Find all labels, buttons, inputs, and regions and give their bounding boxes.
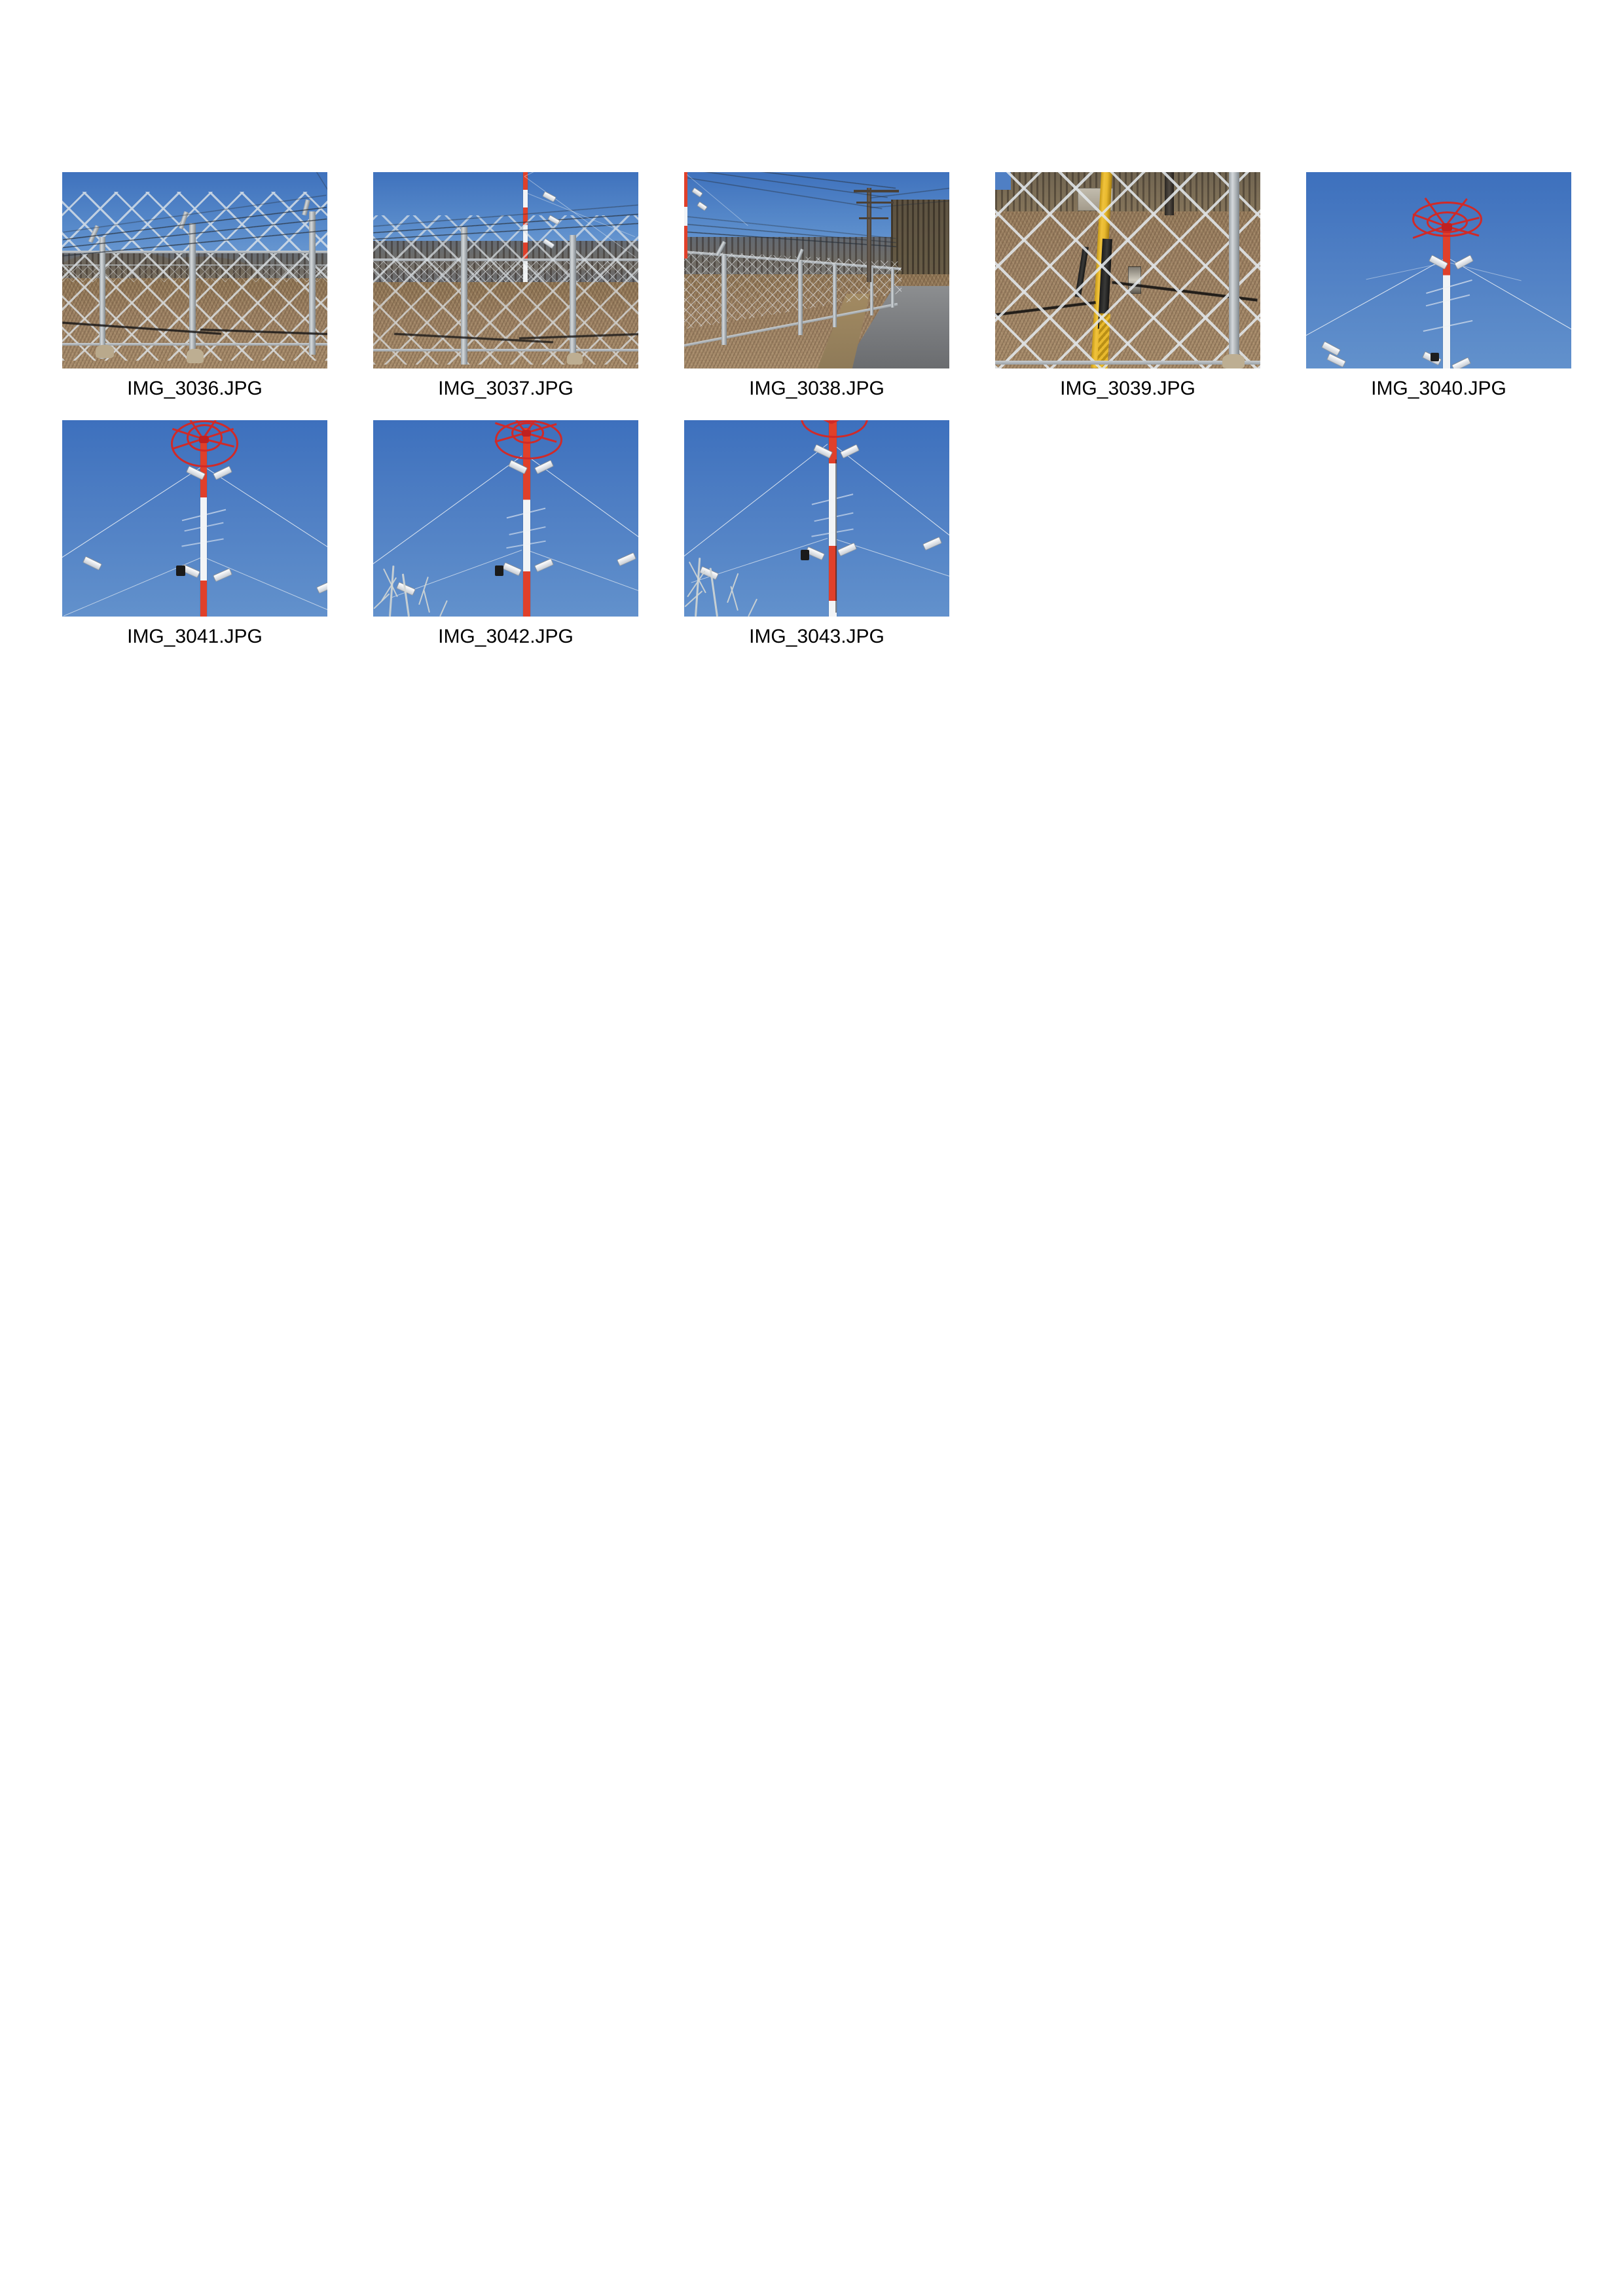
- thumbnail-cell-img-3038[interactable]: IMG_3038.JPG: [684, 172, 949, 399]
- thumbnail-caption: IMG_3038.JPG: [749, 378, 884, 399]
- photo-img-3038[interactable]: [684, 172, 949, 368]
- thumbnail-caption: IMG_3042.JPG: [438, 626, 574, 647]
- thumbnail-grid: IMG_3036.JPG: [62, 172, 1571, 668]
- photo-img-3036[interactable]: [62, 172, 327, 368]
- thumbnail-cell-img-3041[interactable]: IMG_3041.JPG: [62, 420, 327, 647]
- thumbnail-cell-img-3043[interactable]: IMG_3043.JPG: [684, 420, 949, 647]
- photo-img-3039[interactable]: [995, 172, 1260, 368]
- thumbnail-caption: IMG_3040.JPG: [1371, 378, 1506, 399]
- thumbnail-caption: IMG_3036.JPG: [127, 378, 263, 399]
- thumbnail-cell-img-3037[interactable]: IMG_3037.JPG: [373, 172, 638, 399]
- photo-img-3037[interactable]: [373, 172, 638, 368]
- thumbnail-caption: IMG_3039.JPG: [1060, 378, 1195, 399]
- thumbnail-cell-empty-1: [995, 420, 1256, 647]
- thumbnail-caption: IMG_3041.JPG: [127, 626, 263, 647]
- photo-img-3042[interactable]: [373, 420, 638, 617]
- thumbnail-cell-img-3039[interactable]: IMG_3039.JPG: [995, 172, 1260, 399]
- thumbnail-row-2: IMG_3041.JPG: [62, 420, 1561, 647]
- thumbnail-caption: IMG_3043.JPG: [749, 626, 884, 647]
- thumbnail-cell-empty-2: [1302, 420, 1562, 647]
- thumbnail-caption: IMG_3037.JPG: [438, 378, 574, 399]
- thumbnail-cell-img-3036[interactable]: IMG_3036.JPG: [62, 172, 327, 399]
- photo-img-3040[interactable]: [1306, 172, 1571, 368]
- photo-img-3041[interactable]: [62, 420, 327, 617]
- thumbnail-cell-img-3042[interactable]: IMG_3042.JPG: [373, 420, 638, 647]
- thumbnail-row-1: IMG_3036.JPG: [62, 172, 1571, 399]
- thumbnail-cell-img-3040[interactable]: IMG_3040.JPG: [1306, 172, 1571, 399]
- photo-img-3043[interactable]: [684, 420, 949, 617]
